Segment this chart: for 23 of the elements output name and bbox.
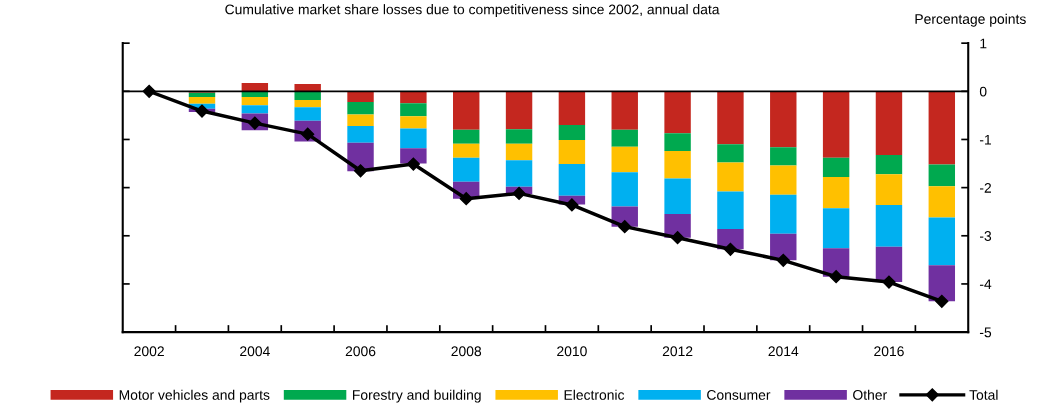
legend-label: Forestry and building xyxy=(353,389,481,403)
x-tick-label: 2012 xyxy=(662,346,693,357)
y-tick-label: -4 xyxy=(979,279,992,289)
x-tick-label: 2004 xyxy=(240,346,270,357)
x-tick-label: 2010 xyxy=(557,346,587,357)
y-tick-label: -1 xyxy=(979,134,992,145)
legend-label: Consumer xyxy=(707,390,771,400)
x-tick-label: 2016 xyxy=(874,346,904,357)
y-tick-label: -3 xyxy=(979,231,992,241)
chart-title: Cumulative market share losses due to competitiveness since 2002, annual data xyxy=(225,4,720,18)
y-axis-title: Percentage points xyxy=(915,13,1026,27)
legend-label: Other xyxy=(853,389,887,400)
y-tick-label: -5 xyxy=(979,327,992,338)
y-tick-label: 0 xyxy=(979,86,987,97)
legend-label: Electronic xyxy=(564,389,625,400)
x-tick-label: 2002 xyxy=(134,346,164,357)
y-tick-label: 1 xyxy=(980,38,987,49)
x-tick-label: 2008 xyxy=(451,346,482,357)
x-tick-label: 2006 xyxy=(345,346,376,357)
legend-label: Total xyxy=(969,389,998,400)
x-tick-label: 2014 xyxy=(768,346,799,357)
legend-label: Motor vehicles and parts xyxy=(119,389,270,403)
y-tick-label: -2 xyxy=(979,182,991,193)
